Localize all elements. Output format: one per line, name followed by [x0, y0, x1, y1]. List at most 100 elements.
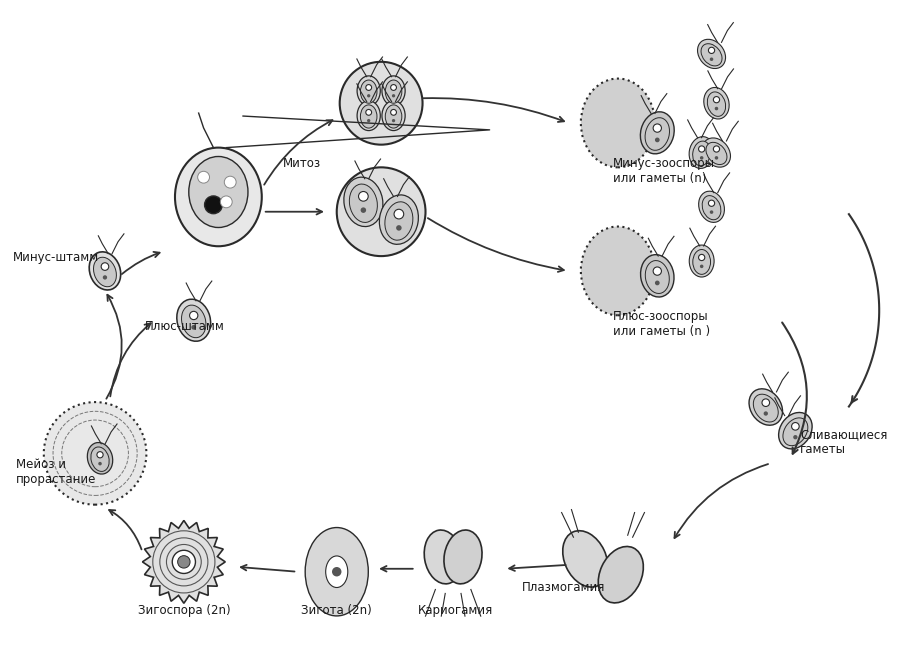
Ellipse shape	[366, 110, 371, 115]
Ellipse shape	[704, 87, 729, 119]
Ellipse shape	[204, 196, 222, 214]
Ellipse shape	[326, 556, 348, 587]
Text: Минус-штамм: Минус-штамм	[14, 251, 100, 264]
Text: Зигота (2n): Зигота (2n)	[301, 604, 372, 617]
Text: Кариогамия: Кариогамия	[418, 604, 493, 617]
Circle shape	[44, 402, 146, 505]
Circle shape	[103, 276, 107, 280]
Ellipse shape	[360, 80, 377, 103]
Ellipse shape	[749, 389, 783, 425]
Ellipse shape	[754, 394, 778, 422]
Ellipse shape	[366, 85, 371, 91]
Circle shape	[655, 281, 659, 286]
Circle shape	[392, 119, 395, 122]
Ellipse shape	[190, 311, 198, 320]
Circle shape	[224, 176, 236, 188]
Circle shape	[396, 225, 401, 230]
Ellipse shape	[653, 124, 661, 132]
Ellipse shape	[390, 85, 397, 91]
Ellipse shape	[640, 112, 675, 154]
Ellipse shape	[337, 167, 426, 256]
Ellipse shape	[762, 399, 770, 407]
Ellipse shape	[382, 76, 405, 106]
Ellipse shape	[97, 452, 104, 458]
Ellipse shape	[646, 261, 669, 294]
Ellipse shape	[101, 263, 109, 270]
Text: Зигоспора (2n): Зигоспора (2n)	[137, 604, 230, 617]
Ellipse shape	[177, 299, 211, 341]
Circle shape	[173, 550, 195, 573]
Ellipse shape	[708, 47, 715, 54]
Ellipse shape	[350, 184, 378, 222]
Ellipse shape	[697, 39, 725, 69]
Circle shape	[715, 107, 718, 110]
Ellipse shape	[779, 413, 812, 449]
Ellipse shape	[693, 141, 711, 166]
Circle shape	[700, 265, 704, 268]
Text: Мейоз и
прорастание: Мейоз и прорастание	[16, 458, 96, 486]
Text: Минус-зооспоры
или гаметы (n): Минус-зооспоры или гаметы (n)	[613, 157, 715, 185]
Ellipse shape	[698, 255, 705, 261]
Ellipse shape	[702, 196, 721, 220]
Ellipse shape	[357, 76, 380, 106]
Ellipse shape	[182, 305, 206, 338]
Ellipse shape	[783, 418, 808, 446]
Ellipse shape	[653, 267, 661, 276]
Circle shape	[710, 58, 714, 61]
Polygon shape	[143, 520, 225, 603]
Text: Митоз: Митоз	[282, 157, 321, 170]
Ellipse shape	[385, 80, 402, 103]
Ellipse shape	[385, 202, 413, 240]
Ellipse shape	[89, 252, 121, 290]
Ellipse shape	[87, 443, 113, 474]
Circle shape	[98, 462, 102, 466]
Ellipse shape	[424, 530, 462, 584]
Ellipse shape	[444, 530, 482, 584]
Circle shape	[655, 138, 659, 142]
Ellipse shape	[689, 136, 715, 169]
Circle shape	[178, 556, 190, 568]
Circle shape	[198, 171, 210, 183]
Ellipse shape	[698, 146, 705, 152]
Ellipse shape	[698, 192, 725, 222]
Ellipse shape	[357, 101, 380, 130]
Ellipse shape	[714, 146, 719, 152]
Ellipse shape	[563, 531, 607, 587]
Ellipse shape	[94, 257, 116, 287]
Circle shape	[764, 411, 768, 416]
Ellipse shape	[305, 528, 369, 616]
Ellipse shape	[385, 105, 402, 128]
Ellipse shape	[394, 209, 404, 219]
Circle shape	[710, 210, 714, 214]
Text: Плазмогамия: Плазмогамия	[522, 581, 606, 595]
Text: Сливающиеся
гаметы: Сливающиеся гаметы	[800, 428, 888, 456]
Circle shape	[700, 156, 704, 160]
Circle shape	[392, 94, 395, 97]
Circle shape	[367, 94, 370, 97]
Ellipse shape	[581, 79, 655, 167]
Ellipse shape	[707, 92, 725, 116]
Ellipse shape	[359, 192, 369, 201]
Text: Плюс-зооспоры
или гаметы (n ): Плюс-зооспоры или гаметы (n )	[613, 310, 710, 338]
Ellipse shape	[703, 138, 730, 167]
Ellipse shape	[340, 62, 422, 144]
Ellipse shape	[91, 447, 109, 472]
Ellipse shape	[645, 118, 669, 151]
Ellipse shape	[689, 245, 714, 277]
Ellipse shape	[189, 157, 248, 228]
Ellipse shape	[714, 97, 719, 103]
Ellipse shape	[380, 195, 419, 245]
Circle shape	[360, 208, 366, 213]
Ellipse shape	[693, 249, 711, 274]
Circle shape	[367, 119, 370, 122]
Ellipse shape	[708, 200, 715, 206]
Circle shape	[794, 435, 797, 439]
Ellipse shape	[382, 101, 405, 130]
Ellipse shape	[344, 177, 383, 226]
Circle shape	[332, 567, 341, 577]
Ellipse shape	[640, 255, 674, 297]
Ellipse shape	[360, 105, 377, 128]
Ellipse shape	[792, 423, 799, 430]
Circle shape	[221, 196, 232, 208]
Ellipse shape	[581, 226, 655, 315]
